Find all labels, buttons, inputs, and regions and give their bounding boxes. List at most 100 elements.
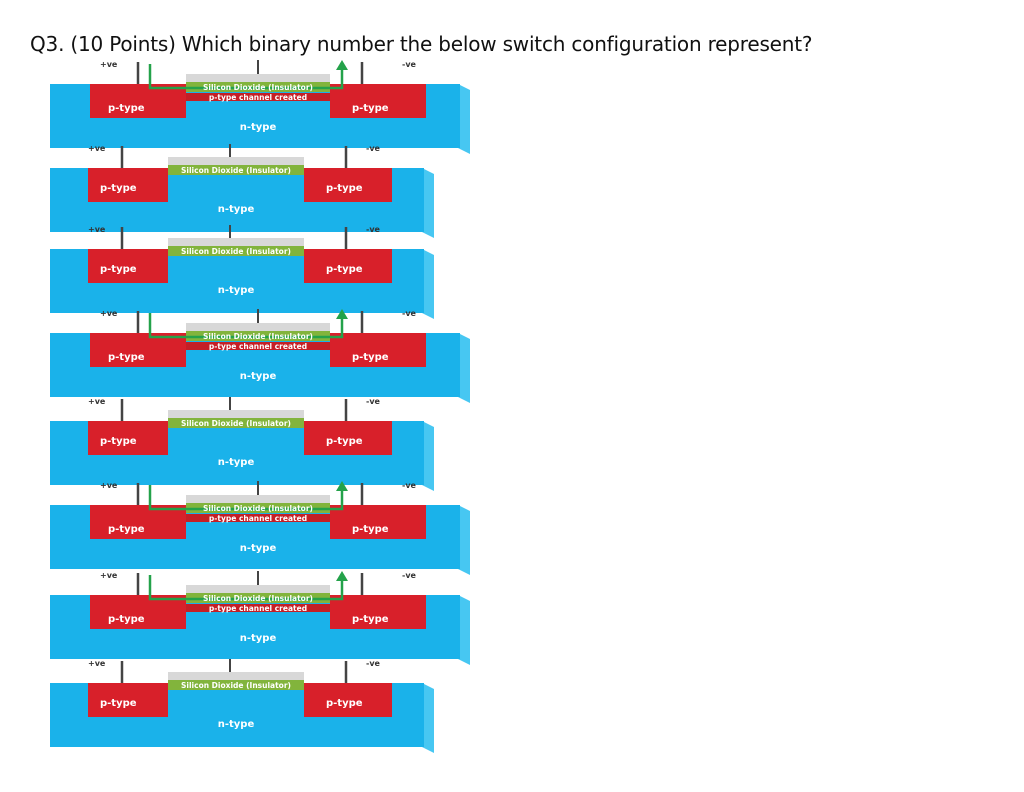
- transistor-4-on: +ve -ve Silicon Dioxide (Insulator) p-ty…: [50, 309, 470, 403]
- current-arrow-icon: [336, 309, 348, 319]
- negative-terminal-label: -ve: [366, 397, 381, 406]
- gate-plate: [168, 238, 304, 246]
- drain-p-label: p-type: [326, 698, 363, 709]
- channel-strip: [186, 342, 330, 350]
- transistor-5-off: +ve -ve Silicon Dioxide (Insulator) p-ty…: [50, 397, 434, 491]
- channel-label: p-type channel created: [209, 604, 307, 613]
- source-p-region: [90, 84, 186, 118]
- drain-p-region: [330, 505, 426, 539]
- substrate-side: [458, 333, 470, 403]
- substrate-label: n-type: [218, 204, 255, 215]
- gate-plate: [186, 495, 330, 503]
- current-path-icon: [148, 64, 344, 90]
- substrate-label: n-type: [218, 457, 255, 468]
- substrate-side: [458, 595, 470, 665]
- insulator-layer: [168, 418, 304, 428]
- drain-p-region: [304, 421, 392, 455]
- transistor-3-off: +ve -ve Silicon Dioxide (Insulator) p-ty…: [50, 225, 434, 319]
- substrate-side: [422, 683, 434, 753]
- substrate-side: [458, 84, 470, 154]
- substrate-side: [422, 249, 434, 319]
- drain-p-label: p-type: [326, 436, 363, 447]
- substrate-label: n-type: [218, 285, 255, 296]
- substrate-label: n-type: [240, 122, 277, 133]
- substrate-label: n-type: [218, 719, 255, 730]
- substrate-side: [422, 168, 434, 238]
- source-p-label: p-type: [108, 524, 145, 535]
- current-arrow-icon: [336, 60, 348, 70]
- current-path-icon: [148, 313, 344, 339]
- positive-terminal-label: +ve: [100, 60, 118, 69]
- current-path-icon: [148, 575, 344, 601]
- gate-plate: [186, 323, 330, 331]
- source-p-label: p-type: [108, 103, 145, 114]
- negative-terminal-label: -ve: [366, 144, 381, 153]
- transistor-1-on: +ve -ve Silicon Dioxide (Insulator) p-ty…: [50, 60, 470, 154]
- insulator-label: Silicon Dioxide (Insulator): [181, 247, 291, 256]
- insulator-label: Silicon Dioxide (Insulator): [203, 83, 313, 92]
- source-p-region: [90, 333, 186, 367]
- positive-terminal-label: +ve: [88, 144, 106, 153]
- substrate-label: n-type: [240, 633, 277, 644]
- positive-terminal-label: +ve: [100, 309, 118, 318]
- negative-terminal-label: -ve: [402, 60, 417, 69]
- negative-terminal-label: -ve: [402, 571, 417, 580]
- drain-p-label: p-type: [352, 524, 389, 535]
- channel-strip: [186, 93, 330, 101]
- substrate-label: n-type: [240, 371, 277, 382]
- source-p-region: [90, 595, 186, 629]
- drain-p-region: [330, 84, 426, 118]
- insulator-layer: [168, 246, 304, 256]
- source-p-label: p-type: [100, 436, 137, 447]
- negative-terminal-label: -ve: [402, 481, 417, 490]
- insulator-label: Silicon Dioxide (Insulator): [203, 332, 313, 341]
- channel-label: p-type channel created: [209, 93, 307, 102]
- drain-p-label: p-type: [352, 614, 389, 625]
- channel-label: p-type channel created: [209, 514, 307, 523]
- question-text: Q3. (10 Points) Which binary number the …: [30, 32, 813, 56]
- positive-terminal-label: +ve: [88, 225, 106, 234]
- current-path-icon: [148, 485, 344, 511]
- positive-terminal-label: +ve: [100, 571, 118, 580]
- source-p-region: [88, 168, 168, 202]
- gate-plate: [186, 585, 330, 593]
- negative-terminal-label: -ve: [402, 309, 417, 318]
- source-p-label: p-type: [100, 264, 137, 275]
- gate-plate: [186, 74, 330, 82]
- source-p-label: p-type: [100, 183, 137, 194]
- drain-p-region: [304, 168, 392, 202]
- source-p-label: p-type: [108, 352, 145, 363]
- gate-plate: [168, 410, 304, 418]
- insulator-label: Silicon Dioxide (Insulator): [203, 504, 313, 513]
- source-p-label: p-type: [100, 698, 137, 709]
- substrate-side: [458, 505, 470, 575]
- insulator-label: Silicon Dioxide (Insulator): [181, 166, 291, 175]
- source-p-region: [88, 249, 168, 283]
- gate-plate: [168, 672, 304, 680]
- substrate-label: n-type: [240, 543, 277, 554]
- transistor-8-off: +ve -ve Silicon Dioxide (Insulator) p-ty…: [50, 659, 434, 753]
- negative-terminal-label: -ve: [366, 659, 381, 668]
- transistor-2-off: +ve -ve Silicon Dioxide (Insulator) p-ty…: [50, 144, 434, 238]
- channel-label: p-type channel created: [209, 342, 307, 351]
- gate-plate: [168, 157, 304, 165]
- current-arrow-icon: [336, 481, 348, 491]
- positive-terminal-label: +ve: [88, 659, 106, 668]
- drain-p-region: [330, 333, 426, 367]
- source-p-region: [88, 683, 168, 717]
- transistor-6-on: +ve -ve Silicon Dioxide (Insulator) p-ty…: [50, 481, 470, 575]
- insulator-label: Silicon Dioxide (Insulator): [181, 681, 291, 690]
- drain-p-region: [330, 595, 426, 629]
- substrate-side: [422, 421, 434, 491]
- positive-terminal-label: +ve: [88, 397, 106, 406]
- insulator-label: Silicon Dioxide (Insulator): [181, 419, 291, 428]
- transistor-7-on: +ve -ve Silicon Dioxide (Insulator) p-ty…: [50, 571, 470, 665]
- drain-p-region: [304, 683, 392, 717]
- drain-p-label: p-type: [352, 352, 389, 363]
- drain-p-label: p-type: [352, 103, 389, 114]
- source-p-region: [88, 421, 168, 455]
- positive-terminal-label: +ve: [100, 481, 118, 490]
- drain-p-label: p-type: [326, 183, 363, 194]
- insulator-layer: [168, 680, 304, 690]
- drain-p-label: p-type: [326, 264, 363, 275]
